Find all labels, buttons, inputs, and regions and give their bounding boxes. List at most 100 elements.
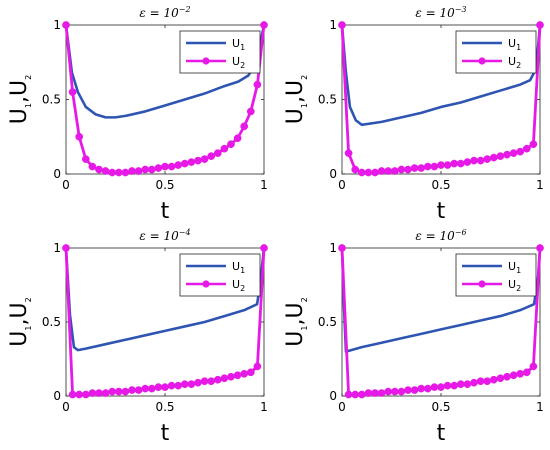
series-point-u2 — [344, 390, 353, 399]
series-point-u2 — [161, 162, 169, 171]
legend-label-u2: U2 — [508, 278, 521, 293]
series-point-u2 — [213, 149, 222, 157]
legend-marker-u2 — [478, 57, 486, 65]
series-point-u2 — [417, 384, 426, 393]
series-point-u2 — [227, 372, 235, 381]
series-point-u2 — [246, 107, 255, 116]
y-tick-label: 0.5 — [318, 93, 337, 107]
legend-label-u1: U1 — [508, 37, 521, 52]
series-point-u2 — [141, 165, 150, 174]
x-axis-label: t — [437, 421, 446, 446]
y-tick-label: 1 — [329, 18, 337, 32]
series-point-u2 — [95, 165, 103, 174]
series-point-u2 — [101, 389, 110, 397]
series-point-u2 — [536, 21, 544, 29]
series-point-u2 — [371, 168, 379, 177]
series-point-u2 — [167, 162, 176, 171]
legend-marker-u2 — [478, 280, 486, 288]
series-point-u2 — [114, 168, 123, 177]
series-point-u2 — [213, 375, 222, 384]
series-point-u2 — [128, 167, 136, 175]
series-point-u2 — [200, 155, 209, 163]
y-tick-label: 1 — [53, 18, 61, 32]
series-line-u1 — [64, 247, 266, 352]
series-point-u2 — [509, 149, 518, 157]
y-axis-label: U1,U2 — [283, 297, 309, 346]
series-line-u1 — [340, 247, 542, 353]
x-axis-label: t — [161, 199, 170, 224]
series-point-u2 — [351, 165, 360, 174]
series-point-u2 — [397, 165, 406, 174]
legend-label-u2: U2 — [232, 278, 245, 293]
legend-marker-u2 — [202, 57, 210, 65]
series-point-u2 — [128, 386, 136, 394]
series-point-u2 — [240, 369, 249, 378]
legend-label-u1: U1 — [508, 260, 521, 275]
y-axis-label: U1,U2 — [7, 297, 33, 346]
y-axis-label: U1,U2 — [283, 75, 309, 124]
series-point-u2 — [121, 168, 130, 177]
series-point-u2 — [404, 165, 412, 174]
series-point-u2 — [253, 362, 262, 371]
series-point-u2 — [114, 387, 123, 396]
series-point-u2 — [357, 390, 366, 399]
series-point-u2 — [496, 152, 505, 160]
series-point-u2 — [430, 383, 439, 391]
series-point-u2 — [410, 386, 419, 394]
series-point-u2 — [147, 165, 156, 174]
series-point-u2 — [68, 390, 77, 399]
series-point-u2 — [194, 378, 202, 387]
series-point-u2 — [108, 387, 117, 396]
legend-label-u2: U2 — [508, 55, 521, 70]
series-point-u2 — [62, 244, 70, 252]
legend-box — [455, 253, 537, 297]
series-point-u2 — [121, 387, 130, 396]
legend-label-u1: U1 — [232, 37, 245, 52]
series-point-u2 — [443, 381, 452, 390]
series-point-u2 — [384, 387, 393, 396]
series-point-u2 — [364, 168, 373, 177]
x-tick-label: 1 — [536, 400, 544, 414]
y-tick-label: 1 — [53, 241, 61, 255]
series-point-u2 — [240, 122, 249, 131]
series-point-u2 — [154, 164, 163, 172]
y-tick-label: 0 — [329, 167, 337, 181]
series-point-u2 — [253, 80, 262, 89]
series-point-u2 — [437, 161, 445, 169]
legend-marker-u2 — [202, 280, 210, 288]
series-point-u2 — [364, 389, 373, 397]
series-point-u2 — [397, 387, 406, 396]
series-point-u2 — [88, 389, 97, 397]
series-point-u2 — [62, 21, 70, 29]
series-point-u2 — [456, 159, 465, 168]
series-point-u2 — [200, 377, 209, 386]
series-point-u2 — [443, 161, 452, 169]
x-tick-label: 0.5 — [155, 400, 174, 414]
series-point-u2 — [167, 381, 176, 390]
series-point-u2 — [233, 134, 242, 143]
series-point-u2 — [476, 156, 485, 165]
series-point-u2 — [470, 378, 478, 387]
series-point-u2 — [187, 158, 196, 166]
series-point-u2 — [423, 384, 432, 393]
series-point-u2 — [147, 384, 156, 393]
x-tick-label: 0 — [62, 400, 70, 414]
series-point-u2 — [101, 167, 110, 175]
y-axis-label: U1,U2 — [7, 75, 33, 124]
series-point-u2 — [503, 372, 511, 381]
y-tick-label: 0 — [53, 167, 61, 181]
series-point-u2 — [489, 153, 498, 162]
series-point-u2 — [377, 167, 386, 175]
series-point-u2 — [476, 377, 485, 386]
series-point-u2 — [180, 380, 189, 389]
series-point-u2 — [260, 21, 268, 29]
series-point-u2 — [509, 371, 518, 380]
series-point-u2 — [134, 386, 143, 394]
legend-box — [179, 253, 261, 297]
y-tick-label: 0 — [53, 389, 61, 403]
